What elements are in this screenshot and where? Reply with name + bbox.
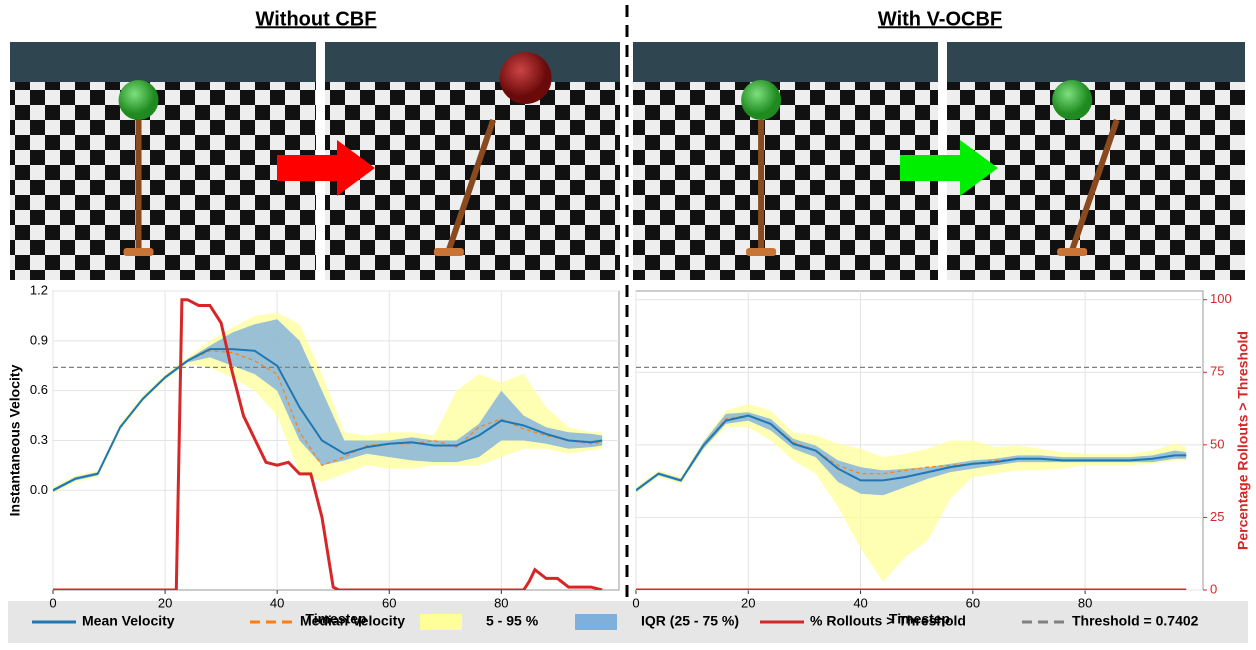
- x-tick-label: 20: [158, 595, 172, 610]
- sky: [10, 42, 316, 82]
- x-tick-label: 60: [966, 595, 980, 610]
- panel-title: With V-OCBF: [878, 8, 1002, 30]
- x-tick-label: 20: [741, 595, 755, 610]
- y-tick-label: 0.9: [30, 332, 48, 347]
- legend-label: Threshold = 0.7402: [1072, 613, 1199, 629]
- y-tick-label: 0.0: [30, 482, 48, 497]
- legend-label: Median Velocity: [300, 613, 405, 629]
- legend-swatch: [420, 614, 462, 630]
- scene: [10, 42, 316, 280]
- foot: [1057, 248, 1087, 256]
- y2-tick-label: 75: [1210, 364, 1224, 379]
- legend-label: IQR (25 - 75 %): [641, 613, 739, 629]
- foot: [746, 248, 776, 256]
- y-tick-label: 0.6: [30, 382, 48, 397]
- sphere: [741, 80, 781, 120]
- figure: Without CBF With V-OCBF 0 20 40 60 80 0.0 0.3 0…: [0, 0, 1256, 645]
- foot: [434, 248, 464, 256]
- sphere: [119, 80, 159, 120]
- legend-label: 5 - 95 %: [486, 613, 539, 629]
- x-tick-label: 40: [270, 595, 284, 610]
- y2-tick-label: 50: [1210, 436, 1224, 451]
- sphere: [1052, 80, 1092, 120]
- sphere: [500, 52, 552, 104]
- scene: [947, 42, 1245, 280]
- x-tick-label: 0: [632, 595, 639, 610]
- y2-tick-label: 25: [1210, 509, 1224, 524]
- foot: [124, 248, 154, 256]
- x-tick-label: 80: [1078, 595, 1092, 610]
- panel-title: Without CBF: [256, 8, 377, 30]
- x-tick-label: 80: [494, 595, 508, 610]
- legend-label: Mean Velocity: [82, 613, 175, 629]
- floor: [633, 82, 938, 280]
- sky: [325, 42, 620, 82]
- x-tick-label: 60: [382, 595, 396, 610]
- y-axis-label: Instantaneous Velocity: [7, 364, 23, 516]
- y2-tick-label: 0: [1210, 581, 1217, 596]
- y2-tick-label: 100: [1210, 291, 1232, 306]
- x-tick-label: 40: [853, 595, 867, 610]
- scene: [325, 42, 620, 280]
- legend-label: % Rollouts > Threshold: [810, 613, 966, 629]
- sky: [633, 42, 938, 82]
- scenes: [10, 42, 1245, 280]
- y-tick-label: 1.2: [30, 282, 48, 297]
- floor: [10, 82, 316, 280]
- sky: [947, 42, 1245, 82]
- legend-swatch: [575, 614, 617, 630]
- y2-axis-label: Percentage Rollouts > Threshold: [1235, 331, 1251, 550]
- y-tick-label: 0.3: [30, 432, 48, 447]
- scene: [633, 42, 938, 280]
- x-tick-label: 0: [49, 595, 56, 610]
